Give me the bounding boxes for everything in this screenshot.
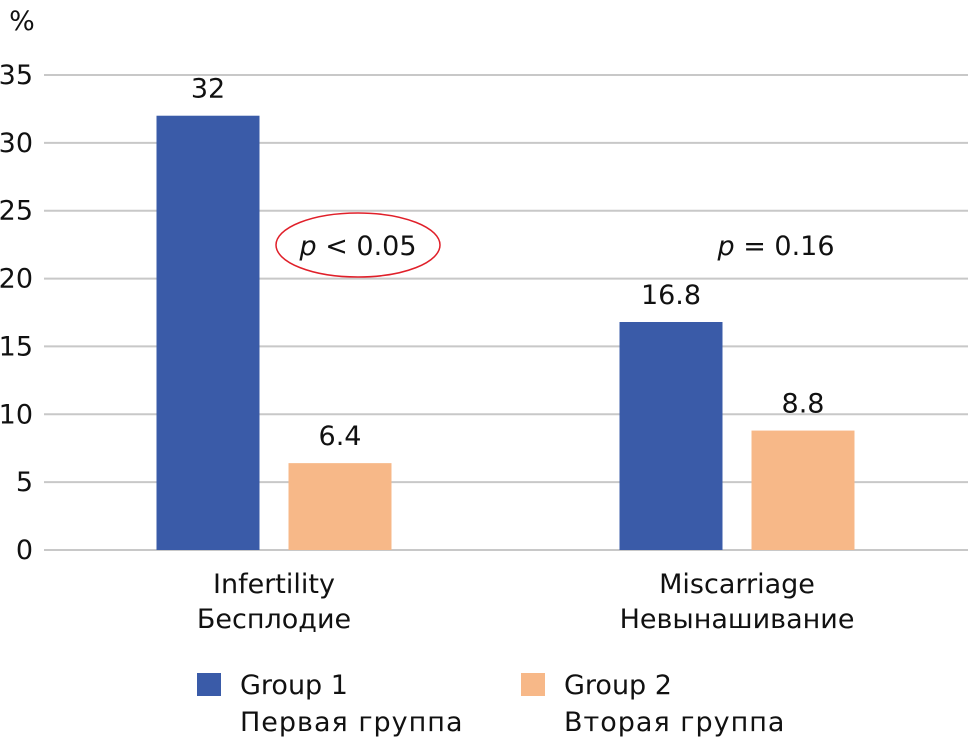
legend-swatch xyxy=(197,673,221,696)
y-tick-label: 0 xyxy=(16,535,33,566)
legend: Group 1 Первая группа Group 2 Вторая группа xyxy=(197,670,785,738)
data-labels: 32 6.4 16.8 8.8 xyxy=(191,74,825,452)
legend-label-en: Group 2 xyxy=(564,670,672,701)
category-label-en: Infertility xyxy=(213,569,335,600)
p-value-annotations: p < 0.05 p = 0.16 xyxy=(275,212,835,278)
x-axis-categories: Infertility Бесплодие Miscarriage Невынашив… xyxy=(197,569,855,635)
p-value-text: = 0.16 xyxy=(735,231,835,262)
y-tick-label: 10 xyxy=(0,399,33,430)
data-label: 8.8 xyxy=(782,389,825,420)
legend-label-ru: Вторая группа xyxy=(564,707,785,738)
category-label-ru: Невынашивание xyxy=(620,604,855,635)
y-tick-label: 25 xyxy=(0,196,33,227)
y-axis-ticks: 0 5 10 15 20 25 30 35 xyxy=(0,60,33,566)
category-label-ru: Бесплодие xyxy=(197,604,351,635)
legend-label-en: Group 1 xyxy=(240,670,348,701)
y-tick-label: 30 xyxy=(0,128,33,159)
legend-label-ru: Первая группа xyxy=(240,707,464,738)
bar-1-2 xyxy=(619,322,723,550)
y-tick-label: 20 xyxy=(0,264,33,295)
highlight-ellipse xyxy=(275,212,441,278)
data-label: 6.4 xyxy=(319,421,362,452)
y-tick-label: 15 xyxy=(0,331,33,362)
category-label-en: Miscarriage xyxy=(659,569,815,600)
p-symbol: p xyxy=(298,231,316,262)
p-symbol: p xyxy=(716,231,734,262)
bars xyxy=(156,115,855,550)
data-label: 32 xyxy=(191,74,225,105)
bar-2-1 xyxy=(288,463,392,550)
data-label: 16.8 xyxy=(641,280,701,311)
bar-1-1 xyxy=(156,115,260,550)
bar-2-2 xyxy=(751,430,855,550)
p-value-label: p < 0.05 xyxy=(298,231,416,262)
y-tick-label: 35 xyxy=(0,60,33,91)
y-axis-unit-label: % xyxy=(9,6,35,37)
y-tick-label: 5 xyxy=(16,467,33,498)
p-value-text: < 0.05 xyxy=(317,231,417,262)
p-value-label: p = 0.16 xyxy=(716,231,834,262)
legend-swatch xyxy=(521,673,545,696)
